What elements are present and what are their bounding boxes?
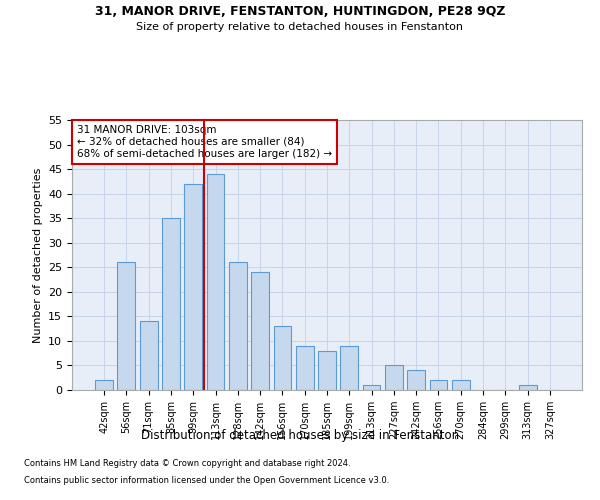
Bar <box>140 322 158 390</box>
Bar <box>162 218 180 390</box>
Bar <box>362 385 380 390</box>
Bar <box>184 184 202 390</box>
Bar <box>318 350 336 390</box>
Text: 31 MANOR DRIVE: 103sqm
← 32% of detached houses are smaller (84)
68% of semi-det: 31 MANOR DRIVE: 103sqm ← 32% of detached… <box>77 126 332 158</box>
Bar <box>206 174 224 390</box>
Bar <box>274 326 292 390</box>
Bar <box>407 370 425 390</box>
Y-axis label: Number of detached properties: Number of detached properties <box>32 168 43 342</box>
Text: Distribution of detached houses by size in Fenstanton: Distribution of detached houses by size … <box>141 428 459 442</box>
Bar <box>518 385 536 390</box>
Bar <box>340 346 358 390</box>
Bar <box>452 380 470 390</box>
Bar <box>229 262 247 390</box>
Bar <box>430 380 448 390</box>
Bar <box>95 380 113 390</box>
Bar <box>118 262 136 390</box>
Bar <box>385 366 403 390</box>
Text: Size of property relative to detached houses in Fenstanton: Size of property relative to detached ho… <box>137 22 464 32</box>
Text: Contains HM Land Registry data © Crown copyright and database right 2024.: Contains HM Land Registry data © Crown c… <box>24 458 350 468</box>
Bar <box>296 346 314 390</box>
Bar <box>251 272 269 390</box>
Text: 31, MANOR DRIVE, FENSTANTON, HUNTINGDON, PE28 9QZ: 31, MANOR DRIVE, FENSTANTON, HUNTINGDON,… <box>95 5 505 18</box>
Text: Contains public sector information licensed under the Open Government Licence v3: Contains public sector information licen… <box>24 476 389 485</box>
